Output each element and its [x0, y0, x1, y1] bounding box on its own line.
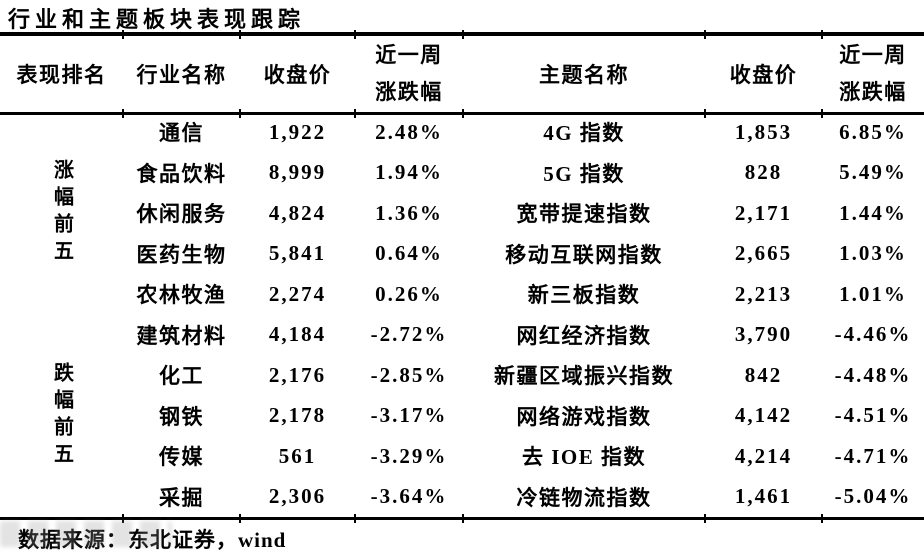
column-tick — [821, 514, 823, 523]
theme-close-cell: 2,171 — [734, 200, 793, 225]
column-tick — [239, 514, 241, 523]
industry-name-cell: 化工 — [159, 364, 204, 389]
column-tick — [239, 30, 241, 39]
theme-close-cell: 1,461 — [734, 484, 793, 509]
theme-close-cell: 2,213 — [734, 281, 793, 306]
column-tick — [354, 30, 356, 39]
theme-close-cell: 4,142 — [734, 403, 793, 428]
column-tick — [354, 109, 356, 118]
theme-close-cell: 3,790 — [734, 322, 793, 347]
theme-change-cell: 1.44% — [839, 200, 907, 225]
header-weekly-change-left-line1: 近一周 — [375, 43, 443, 67]
group-label-top-losers: 跌幅前五 — [0, 315, 123, 518]
theme-change-cell: -4.48% — [834, 362, 912, 387]
performance-table: 表现排名 行业名称 收盘价 近一周 涨跌幅 主题名称 收盘价 近一周 涨跌幅 涨… — [0, 36, 924, 517]
theme-name-cell: 网络游戏指数 — [516, 404, 652, 429]
theme-close-cell: 2,665 — [734, 241, 793, 266]
industry-change-cell: 0.64% — [375, 241, 443, 266]
industry-name-cell: 休闲服务 — [136, 202, 227, 227]
theme-close-cell: 1,853 — [734, 119, 793, 144]
header-close-price-right: 收盘价 — [729, 63, 798, 87]
industry-change-cell: -3.64% — [370, 484, 448, 509]
theme-name-cell: 宽带提速指数 — [516, 202, 652, 227]
theme-change-cell: 5.49% — [839, 160, 907, 185]
group-label-top-gainers-text: 涨幅前五 — [50, 159, 73, 268]
industry-close-cell: 5,841 — [268, 241, 327, 266]
theme-name-cell: 4G 指数 — [543, 121, 625, 146]
industry-close-cell: 2,306 — [268, 484, 327, 509]
theme-name-cell: 移动互联网指数 — [505, 242, 663, 267]
column-tick — [704, 109, 706, 118]
industry-change-cell: 1.36% — [375, 200, 443, 225]
industry-name-cell: 医药生物 — [136, 242, 227, 267]
industry-name-cell: 采掘 — [159, 485, 204, 510]
industry-change-cell: 2.48% — [375, 119, 443, 144]
column-tick — [462, 514, 464, 523]
theme-close-cell: 842 — [744, 362, 783, 387]
column-tick — [354, 514, 356, 523]
theme-close-cell: 828 — [744, 160, 783, 185]
theme-name-cell: 新疆区域振兴指数 — [494, 364, 674, 389]
theme-name-cell: 去 IOE 指数 — [521, 445, 646, 470]
theme-close-cell: 4,214 — [734, 443, 793, 468]
industry-change-cell: -3.17% — [370, 403, 448, 428]
header-weekly-change-left: 近一周 涨跌幅 — [355, 36, 463, 112]
column-tick — [122, 514, 124, 523]
industry-close-cell: 2,178 — [268, 403, 327, 428]
column-tick — [821, 109, 823, 118]
theme-change-cell: -4.71% — [834, 443, 912, 468]
theme-change-cell: -4.51% — [834, 403, 912, 428]
column-tick — [122, 109, 124, 118]
industry-name-cell: 通信 — [159, 121, 204, 146]
theme-change-cell: 6.85% — [839, 119, 907, 144]
industry-change-cell: 0.26% — [375, 281, 443, 306]
column-tick — [462, 30, 464, 39]
industry-close-cell: 8,999 — [268, 160, 327, 185]
industry-close-cell: 1,922 — [268, 119, 327, 144]
column-tick — [704, 30, 706, 39]
header-weekly-change-right-line2: 涨跌幅 — [839, 80, 907, 104]
industry-name-cell: 传媒 — [159, 445, 204, 470]
industry-change-cell: 1.94% — [375, 160, 443, 185]
industry-change-cell: -3.29% — [370, 443, 448, 468]
column-tick — [122, 30, 124, 39]
data-source-note: 数据来源：东北证券，wind — [18, 528, 287, 552]
theme-name-cell: 网红经济指数 — [516, 323, 652, 348]
header-close-price-left: 收盘价 — [263, 63, 332, 87]
industry-change-cell: -2.85% — [370, 362, 448, 387]
group-label-top-gainers: 涨幅前五 — [0, 112, 123, 315]
header-weekly-change-right: 近一周 涨跌幅 — [822, 36, 924, 112]
theme-name-cell: 冷链物流指数 — [516, 485, 652, 510]
theme-change-cell: -4.46% — [834, 322, 912, 347]
theme-change-cell: 1.01% — [839, 281, 907, 306]
theme-change-cell: 1.03% — [839, 241, 907, 266]
industry-close-cell: 2,274 — [268, 281, 327, 306]
industry-close-cell: 561 — [278, 443, 317, 468]
theme-name-cell: 新三板指数 — [527, 283, 641, 308]
header-industry-name: 行业名称 — [136, 63, 227, 87]
theme-change-cell: -5.04% — [834, 484, 912, 509]
page-title: 行业和主题板块表现跟踪 — [8, 7, 306, 32]
industry-change-cell: -2.72% — [370, 322, 448, 347]
industry-name-cell: 食品饮料 — [136, 161, 227, 186]
header-rank: 表现排名 — [16, 63, 107, 87]
industry-close-cell: 4,184 — [268, 322, 327, 347]
header-weekly-change-left-line2: 涨跌幅 — [375, 80, 443, 104]
industry-name-cell: 钢铁 — [159, 404, 204, 429]
industry-close-cell: 4,824 — [268, 200, 327, 225]
theme-name-cell: 5G 指数 — [543, 161, 625, 186]
industry-name-cell: 农林牧渔 — [136, 283, 227, 308]
header-theme-name: 主题名称 — [539, 63, 629, 87]
column-tick — [462, 109, 464, 118]
column-tick — [821, 30, 823, 39]
header-weekly-change-right-line1: 近一周 — [839, 43, 907, 67]
industry-close-cell: 2,176 — [268, 362, 327, 387]
column-tick — [704, 514, 706, 523]
industry-name-cell: 建筑材料 — [136, 323, 227, 348]
group-label-top-losers-text: 跌幅前五 — [50, 361, 73, 470]
column-tick — [239, 109, 241, 118]
